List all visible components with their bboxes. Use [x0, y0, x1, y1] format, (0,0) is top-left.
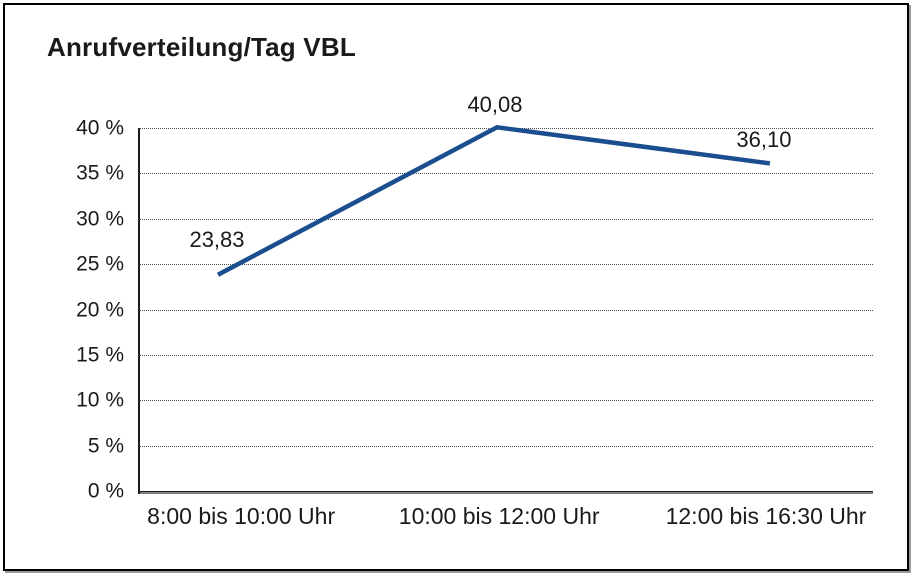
y-axis-tick-label: 20 %	[76, 298, 124, 321]
chart-outer-border	[3, 3, 909, 571]
x-axis-tick-label: 10:00 bis 12:00 Uhr	[398, 503, 600, 529]
y-axis-tick-label: 40 %	[76, 116, 124, 140]
x-axis-tick-label: 12:00 bis 16:30 Uhr	[665, 503, 867, 529]
data-point-label: 40,08	[467, 92, 523, 118]
data-point-label: 23,83	[189, 226, 245, 252]
y-axis-tick-label: 10 %	[76, 388, 124, 412]
chart-title: Anrufverteilung/Tag VBL	[47, 32, 356, 62]
series-line	[216, 124, 771, 277]
y-axis-tick-label: 15 %	[76, 343, 124, 367]
y-axis-tick-label: 30 %	[76, 207, 124, 231]
plot-area: 40 % 35 % 30 % 25 % 20 % 15 % 10 % 5 % 0 % 8:00 …	[76, 94, 873, 528]
y-axis-line	[138, 128, 140, 494]
gridline	[140, 400, 873, 402]
data-line-series	[216, 124, 771, 277]
y-axis-tick-label: 0 %	[87, 479, 124, 503]
gridline	[140, 309, 873, 311]
gridline	[140, 173, 873, 175]
x-axis-line	[140, 491, 873, 494]
y-axis-tick-label: 25 %	[76, 252, 124, 276]
data-point-label: 36,10	[736, 127, 792, 153]
gridline	[140, 445, 873, 447]
gridline	[140, 264, 873, 266]
x-axis-tick-label: 8:00 bis 10:00 Uhr	[147, 503, 336, 529]
gridline	[140, 218, 873, 220]
gridline	[140, 354, 873, 356]
y-axis-tick-label: 35 %	[76, 161, 124, 185]
y-axis-tick-label: 5 %	[87, 434, 124, 458]
